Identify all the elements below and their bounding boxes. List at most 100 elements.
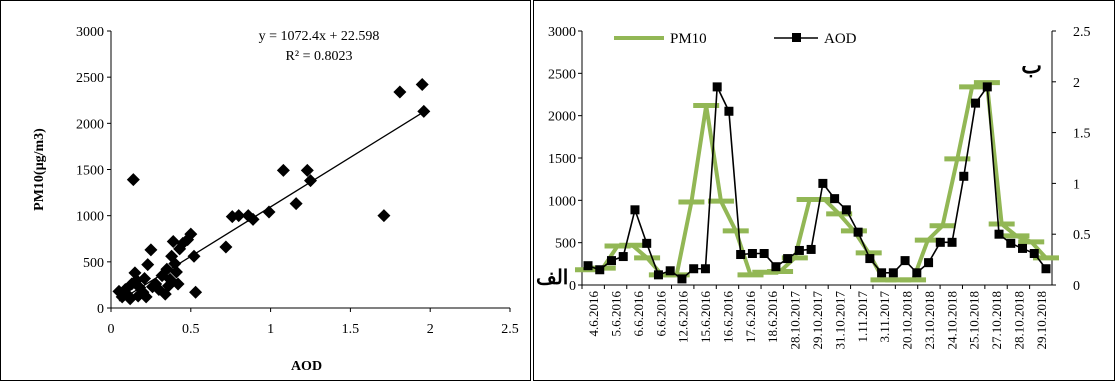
aod-marker [994, 229, 1004, 239]
timeseries-panel: 0 500 1000 1500 2000 2500 3000 0 0.5 1 1.5 2 2.5 4.6.… [533, 0, 1115, 381]
aod-marker [653, 270, 663, 280]
y-tick-label: 500 [83, 256, 104, 271]
data-point [138, 271, 152, 285]
aod-marker [700, 264, 710, 274]
y-tick-label: 1000 [76, 210, 104, 225]
aod-marker [771, 262, 781, 272]
left-y-tick-label: 0 [569, 279, 576, 294]
panel-tag-b: ب [1021, 53, 1042, 78]
right-y-tick-label: 1 [1073, 177, 1080, 192]
data-point [126, 173, 140, 187]
x-tick-label: 12.6.2016 [676, 291, 691, 344]
aod-marker [806, 244, 816, 254]
aod-marker [736, 250, 746, 260]
data-point [393, 85, 407, 99]
aod-marker [606, 256, 616, 266]
right-y-tick-label: 0.5 [1073, 228, 1091, 243]
aod-marker [924, 258, 934, 268]
left-y-tick-label: 1500 [548, 152, 576, 167]
data-point [187, 249, 201, 263]
aod-marker [583, 261, 593, 271]
left-y-tick-label: 500 [555, 237, 576, 252]
aod-marker [830, 194, 840, 204]
right-y-tick-label: 2.5 [1073, 25, 1091, 40]
aod-marker [595, 265, 605, 275]
data-point [415, 78, 429, 92]
data-point [276, 163, 290, 177]
left-y-tick-label: 2000 [548, 110, 576, 125]
aod-marker [689, 264, 699, 274]
x-tick-label: 1 [267, 322, 274, 337]
x-tick-label: 20.10.2018 [900, 291, 915, 350]
left-y-tick-label: 1000 [548, 194, 576, 209]
data-point [171, 277, 185, 291]
data-point [189, 285, 203, 299]
left-y-tick-label: 3000 [548, 25, 576, 40]
y-tick-label: 0 [97, 302, 104, 317]
aod-marker [1041, 264, 1051, 274]
x-tick-label: 3.11.2017 [877, 291, 892, 343]
data-point [144, 243, 158, 257]
aod-marker [759, 249, 769, 259]
r-squared-label: R² = 0.8023 [286, 49, 353, 64]
data-point [139, 290, 153, 304]
x-tick-label: 4.6.2016 [586, 291, 601, 337]
aod-marker [794, 245, 804, 255]
aod-marker [1018, 243, 1028, 253]
data-point [120, 287, 134, 301]
x-tick-label: 0.5 [182, 322, 200, 337]
x-tick-label: 31.10.2017 [832, 291, 847, 350]
x-tick-label: 28.10.2018 [1011, 291, 1026, 350]
aod-marker [1006, 238, 1016, 248]
x-axis-title: AOD [291, 359, 322, 374]
aod-marker [971, 98, 981, 108]
aod-marker [912, 268, 922, 278]
x-tick-label: 6.6.2016 [631, 291, 646, 337]
x-tick-label: 6.6.2016 [653, 291, 668, 337]
aod-marker [747, 249, 757, 259]
data-point [169, 265, 183, 279]
data-point [141, 258, 155, 272]
left-y-tick-label: 2500 [548, 67, 576, 82]
x-tick-label: 15.6.2016 [698, 291, 713, 344]
aod-marker [877, 268, 887, 278]
x-tick-label: 28.10.2017 [788, 291, 803, 350]
x-tick-label: 24.10.2018 [944, 291, 959, 350]
scatter-chart: 0 500 1000 1500 2000 2500 3000 0 0.5 1 1.5 2 2.5 AOD P… [32, 25, 519, 374]
aod-marker [677, 274, 687, 284]
y-tick-label: 2000 [76, 117, 104, 132]
right-y-tick-label: 2 [1073, 76, 1080, 91]
timeseries-chart: 0 500 1000 1500 2000 2500 3000 0 0.5 1 1.5 2 2.5 4.6.… [536, 25, 1091, 350]
data-point [246, 212, 260, 226]
aod-marker [888, 268, 898, 278]
scatter-panel: 0 500 1000 1500 2000 2500 3000 0 0.5 1 1.5 2 2.5 AOD P… [0, 0, 531, 381]
aod-marker [865, 254, 875, 264]
data-point [262, 205, 276, 219]
x-tick-label: 1.11.2017 [855, 291, 870, 343]
aod-marker [947, 237, 957, 247]
x-tick-label: 29.10.2017 [810, 291, 825, 350]
x-tick-label: 2.5 [501, 322, 519, 337]
aod-marker [618, 252, 628, 262]
x-tick-label: 25.10.2018 [967, 291, 982, 350]
x-tick-label: 18.6.2016 [765, 291, 780, 344]
aod-marker [935, 237, 945, 247]
data-point [232, 209, 246, 223]
pm10-series-line [587, 80, 1048, 282]
aod-marker [712, 82, 722, 92]
legend-aod-marker [792, 33, 801, 42]
x-tick-label: 27.10.2018 [989, 291, 1004, 350]
aod-marker [665, 266, 675, 276]
x-tick-label: 29.10.2018 [1034, 291, 1049, 350]
data-point [377, 209, 391, 223]
panel-tag-alef: الف [536, 267, 568, 289]
data-point [417, 104, 431, 118]
data-point [219, 240, 233, 254]
y-tick-label: 2500 [76, 71, 104, 86]
legend-aod-label: AOD [824, 31, 857, 47]
aod-marker [783, 254, 793, 264]
aod-marker [959, 171, 969, 181]
aod-marker [982, 82, 992, 92]
aod-marker [724, 106, 734, 116]
x-tick-label: 16.6.2016 [720, 291, 735, 344]
